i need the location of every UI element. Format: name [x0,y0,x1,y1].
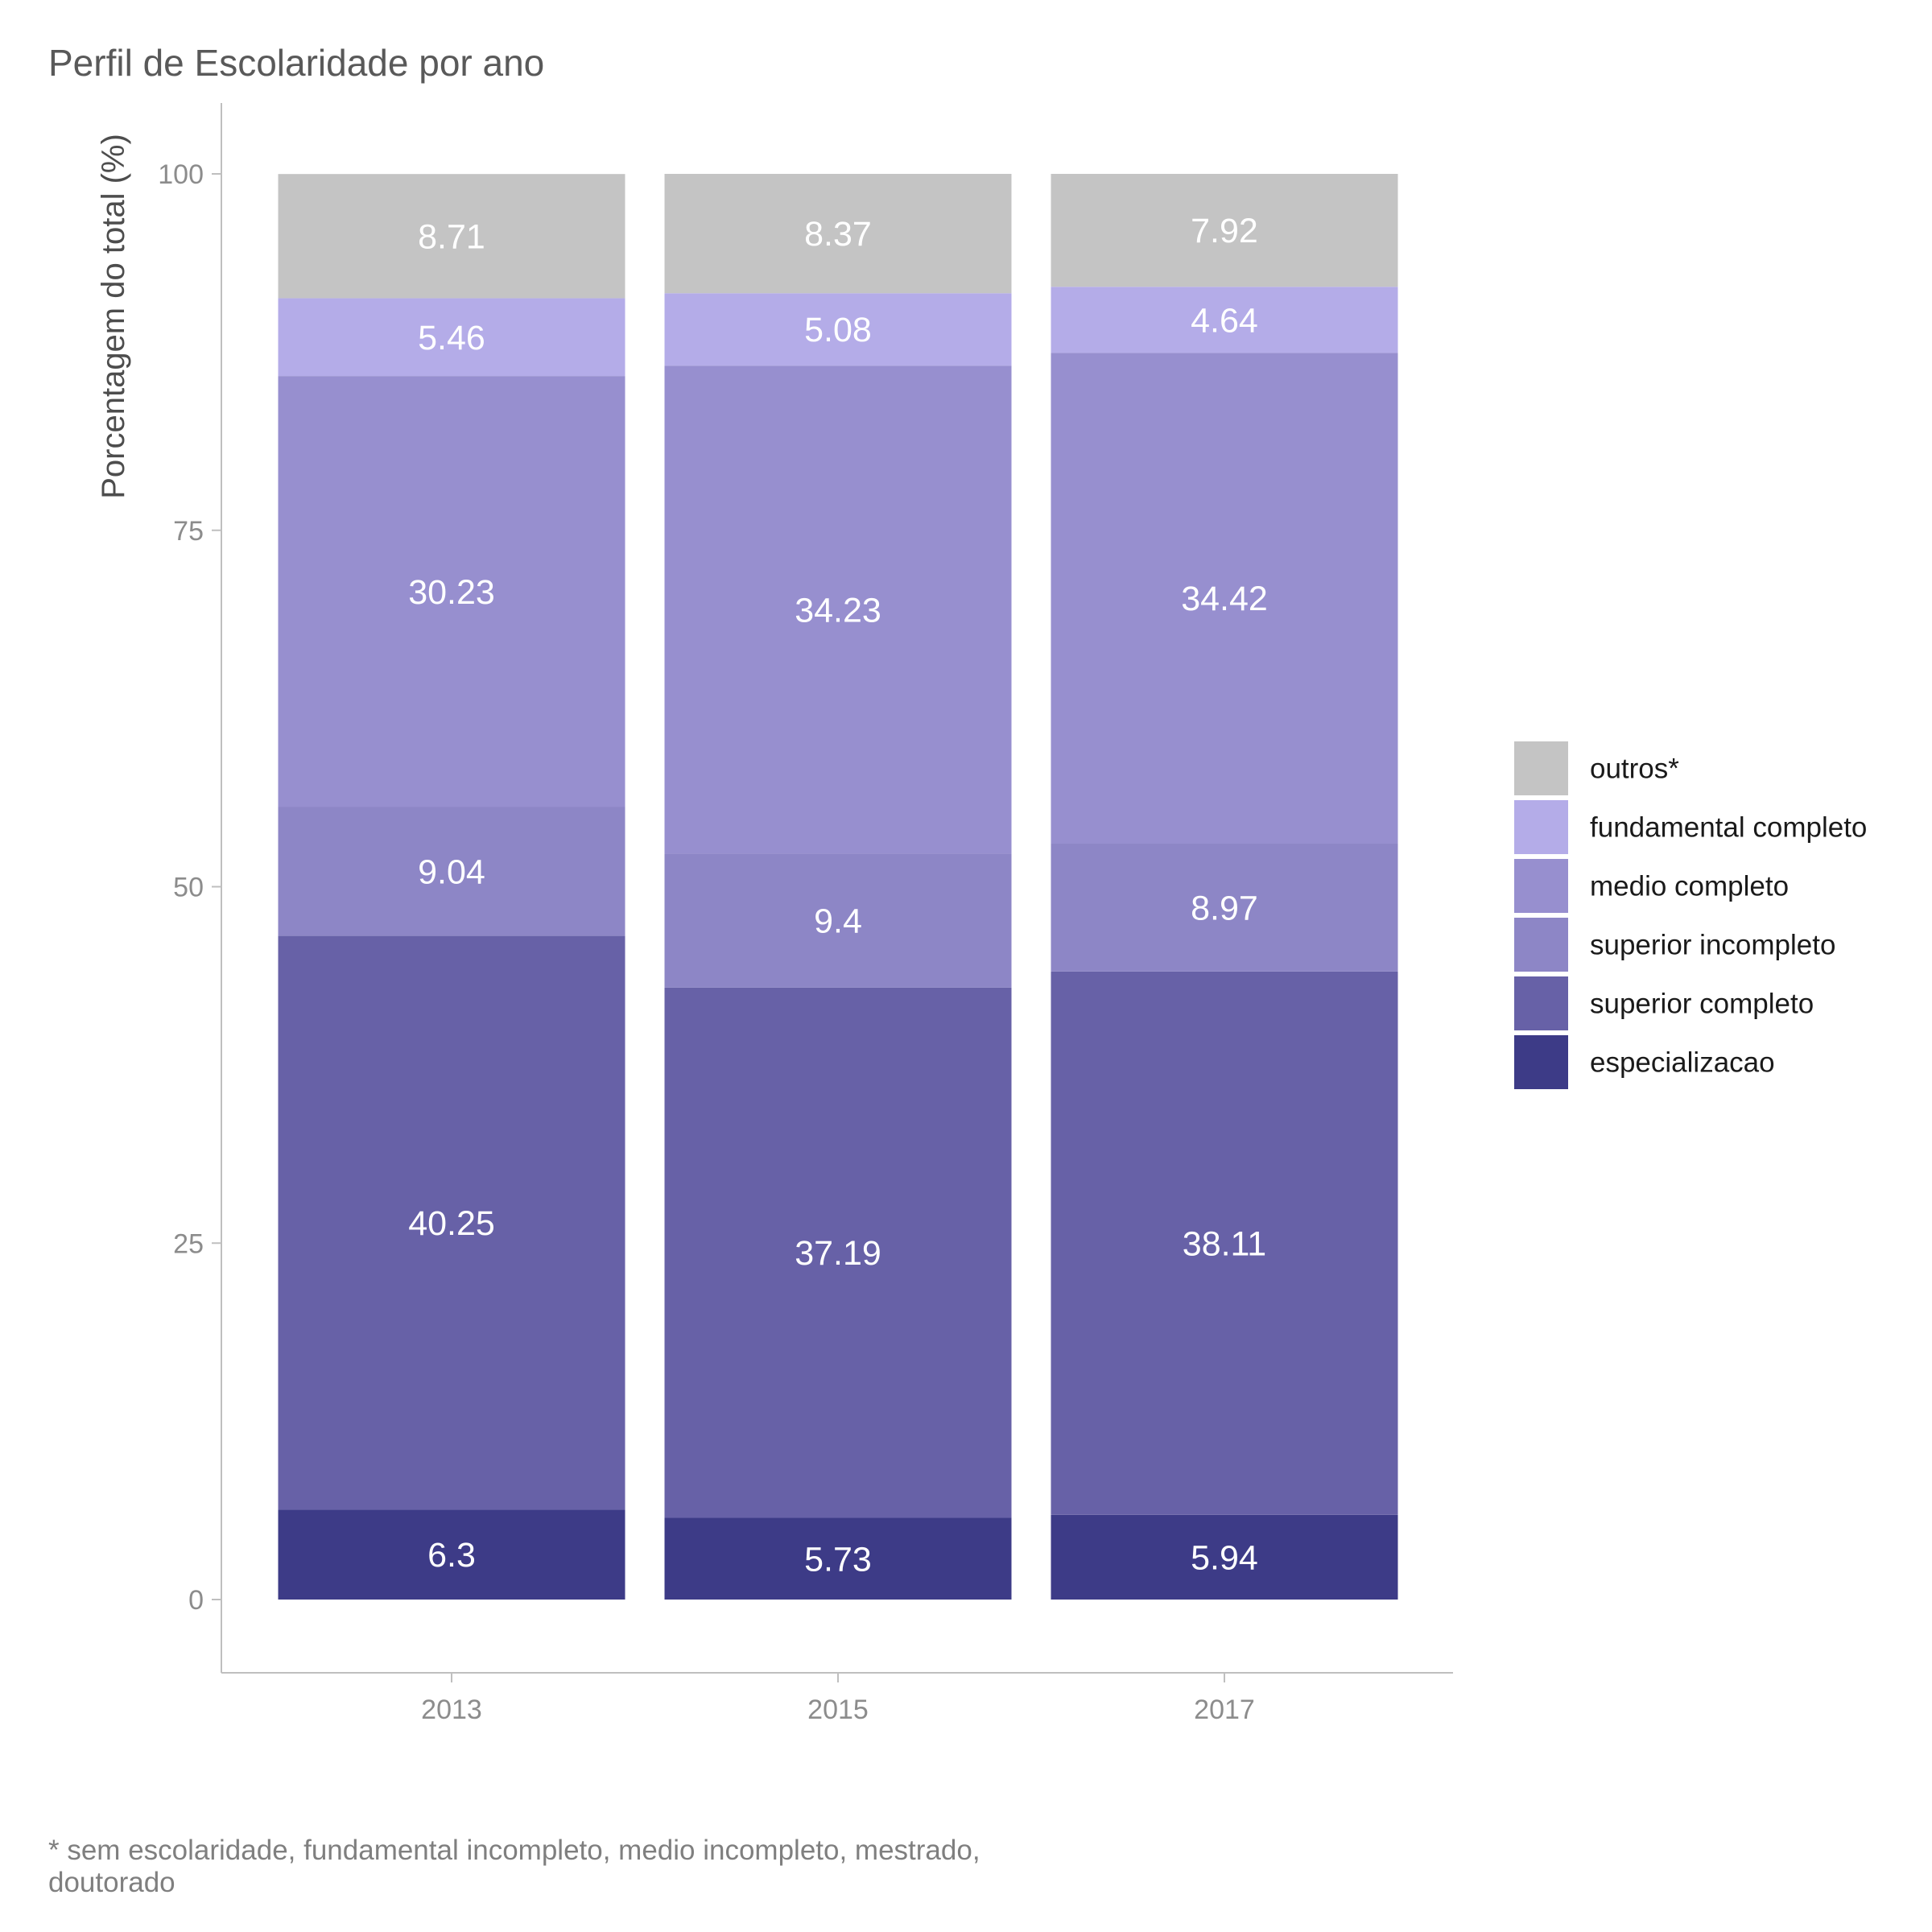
bar-segment [278,298,625,377]
legend-swatch [1514,976,1568,1030]
chart-title: Perfil de Escolaridade por ano [48,42,544,84]
legend: outros* fundamental completo medio complet… [1514,741,1867,1089]
x-tick-label: 2017 [1194,1695,1255,1725]
bar-segment [1051,1514,1398,1600]
bar-value-label: 9.4 [814,902,862,941]
legend-swatch [1514,800,1568,854]
legend-swatch [1514,859,1568,913]
y-tick-label: 50 [173,873,204,903]
bar-value-label: 4.64 [1191,301,1258,340]
x-tick-label: 2013 [421,1695,482,1725]
bar-value-label: 5.46 [418,319,485,357]
bar-segment [278,1509,625,1600]
bar-segment [664,293,1012,366]
bar-value-label: 8.71 [418,217,485,256]
y-tick-label: 25 [173,1228,204,1259]
bar-segment [664,174,1012,294]
bar-segment [1051,844,1398,972]
legend-label: medio completo [1590,871,1789,902]
bar-value-label: 30.23 [408,573,495,612]
bar-value-label: 6.3 [427,1536,476,1575]
legend-label: especializacao [1590,1047,1775,1079]
bar-segment [664,365,1012,854]
bar-segment [1051,353,1398,844]
bar-segment [278,376,625,807]
y-tick-label: 100 [158,159,204,190]
bar-segment [1051,174,1398,287]
bar-value-label: 5.94 [1191,1538,1258,1577]
plot-area: 0 25 50 75 100 2013 2015 2017 6.3 40.25 9.04 30.23 5… [158,103,1453,1725]
bar-segment [664,987,1012,1518]
bar-segment [278,807,625,936]
bar-value-label: 8.37 [804,215,872,254]
legend-label: fundamental completo [1590,812,1867,844]
legend-swatch [1514,1035,1568,1089]
y-tick-label: 0 [188,1585,204,1616]
caption-line-1: * sem escolaridade, fundamental incomple… [48,1835,980,1866]
legend-label: superior incompleto [1590,930,1835,961]
bar-value-label: 37.19 [795,1234,881,1273]
legend-label: outros* [1590,753,1679,785]
bar-segment [664,853,1012,988]
y-axis-label: Porcentagem do total (%) [96,134,131,499]
legend-swatch [1514,741,1568,795]
bar-value-label: 34.42 [1181,580,1268,618]
bar-value-label: 40.25 [408,1204,495,1243]
bar-value-label: 7.92 [1191,212,1258,250]
bar-segment [664,1517,1012,1600]
bar-value-label: 5.73 [804,1540,872,1579]
legend-swatch [1514,918,1568,972]
y-tick-label: 75 [173,516,204,547]
bar-value-label: 9.04 [418,853,485,892]
bar-segment [1051,287,1398,353]
bar-segment [278,935,625,1510]
bar-value-label: 8.97 [1191,889,1258,927]
bar-value-label: 38.11 [1183,1224,1266,1263]
bar-segment [278,174,625,299]
bar-segment [1051,971,1398,1515]
bar-value-label: 5.08 [804,311,872,349]
legend-label: superior completo [1590,989,1814,1020]
x-tick-label: 2015 [807,1695,869,1725]
caption-line-2: doutorado [48,1867,175,1898]
bar-value-label: 34.23 [795,591,881,630]
